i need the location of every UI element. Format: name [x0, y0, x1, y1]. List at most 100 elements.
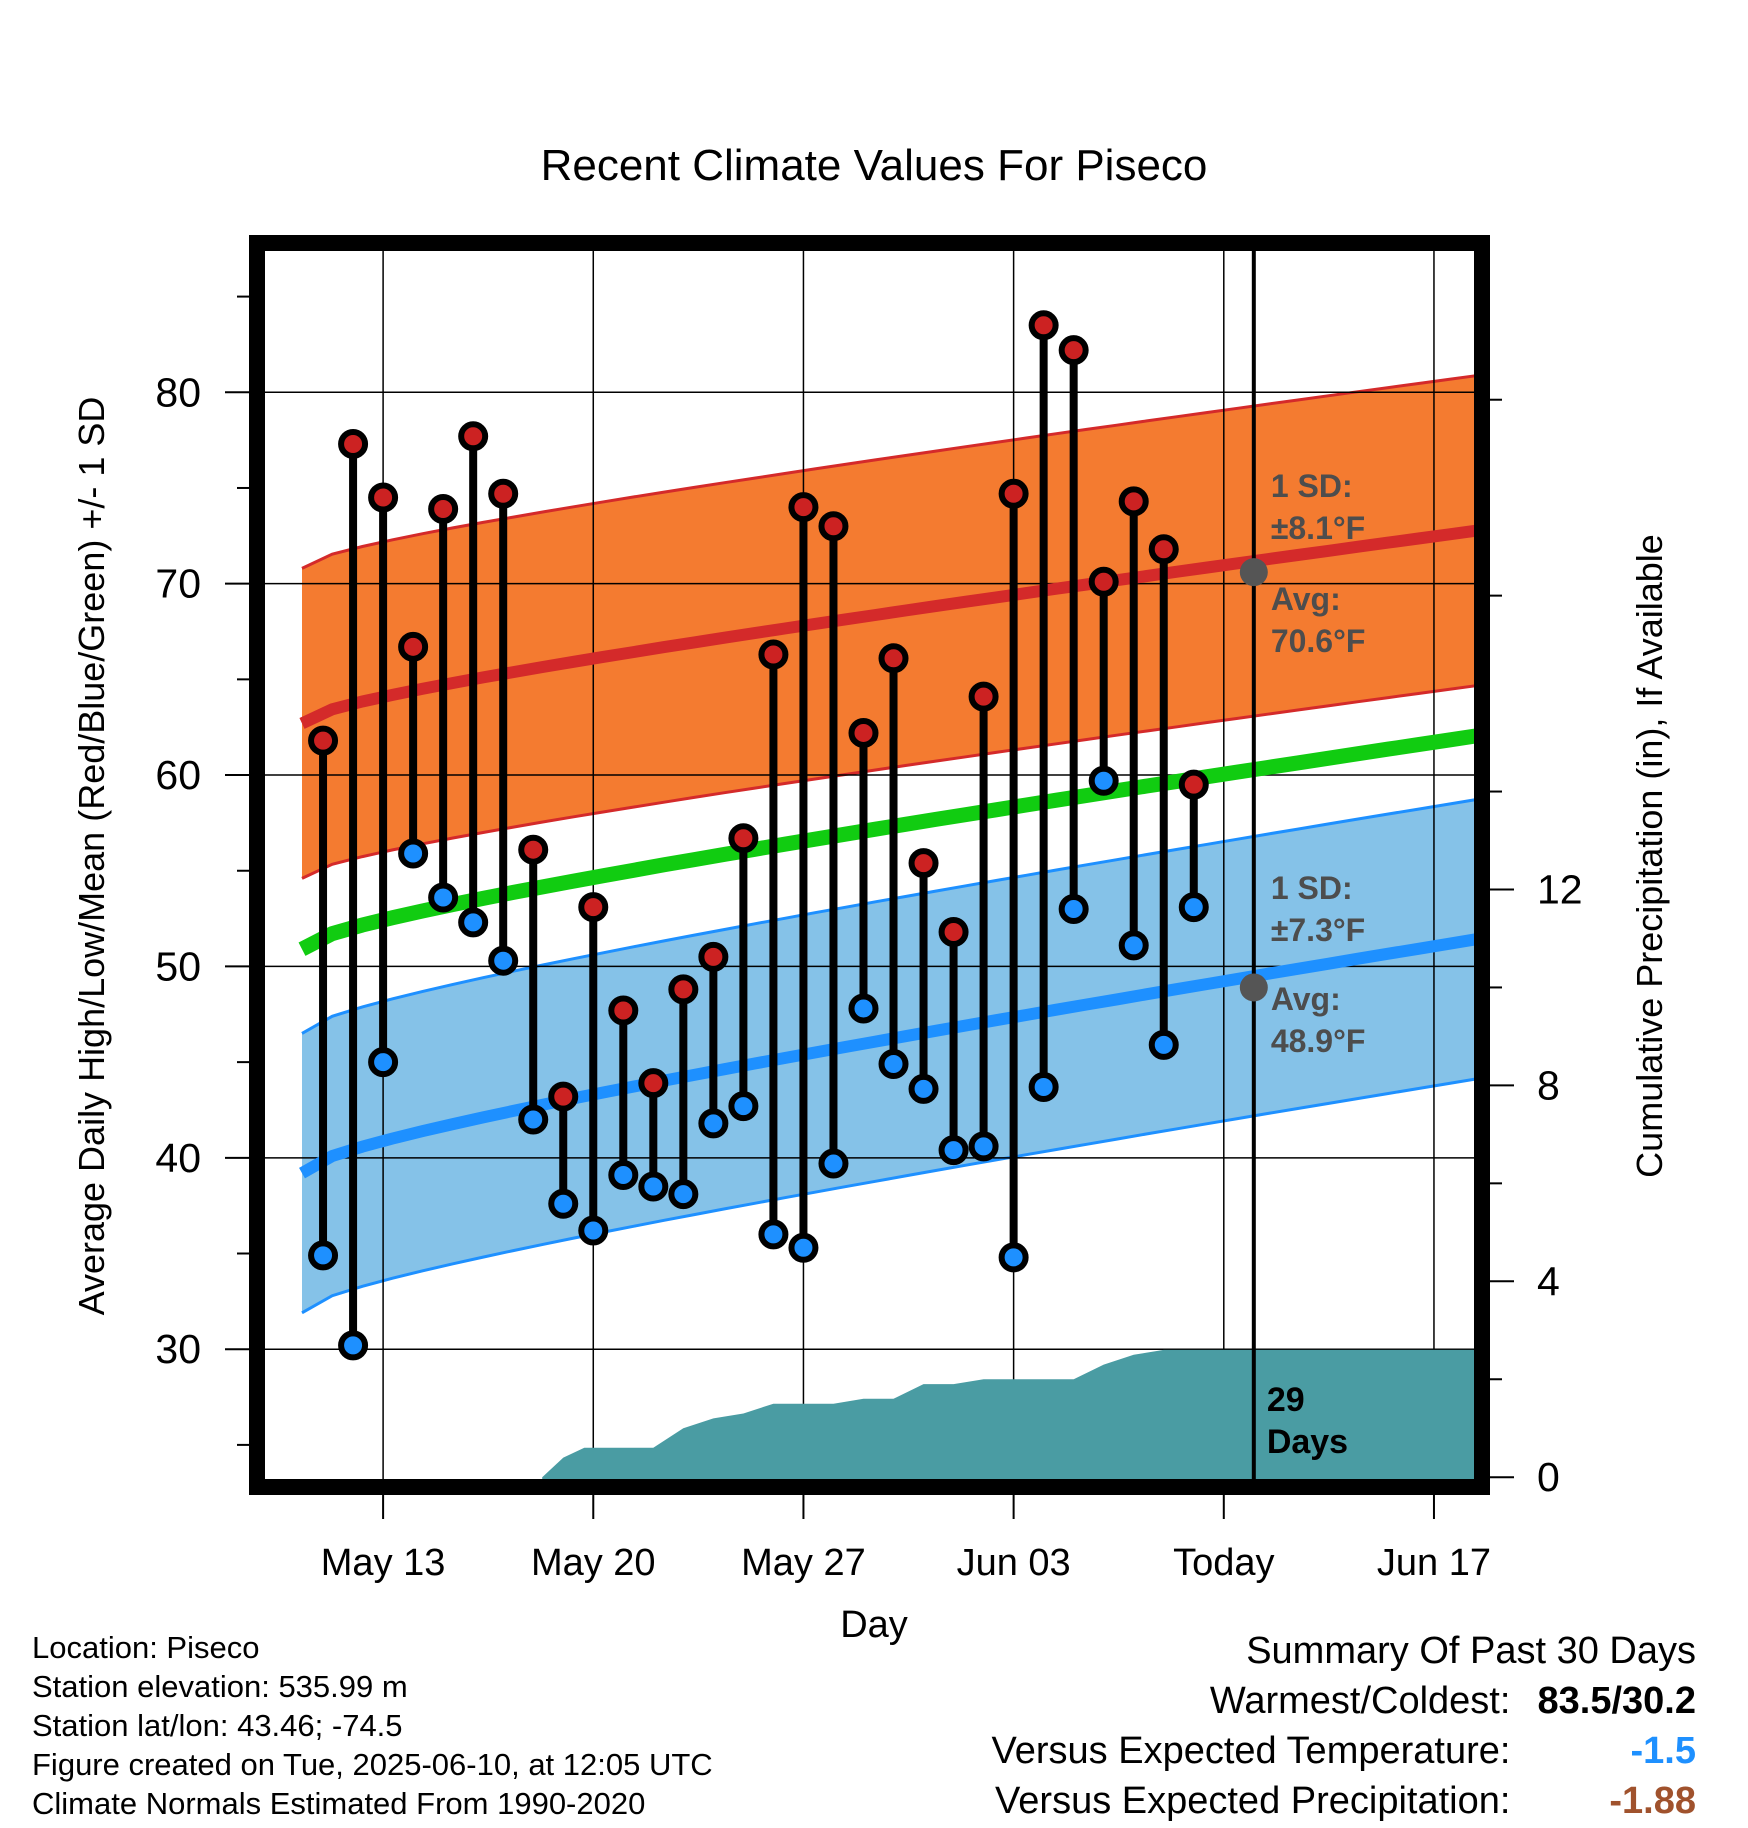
- daily-low-point: [1178, 892, 1209, 923]
- chart-title: Recent Climate Values For Piseco: [541, 141, 1208, 190]
- daily-low-point: [1118, 930, 1149, 961]
- plot-frame: [249, 235, 1490, 1495]
- precip-anomaly-value: -1.88: [1609, 1780, 1696, 1822]
- summary-temp-row: Versus Expected Temperature: -1.5: [992, 1726, 1696, 1776]
- daily-high-point: [1148, 534, 1179, 565]
- daily-low-point: [398, 838, 429, 869]
- today-avg-high-marker: [1239, 558, 1268, 587]
- daily-low-point: [488, 945, 519, 976]
- daily-low-point: [968, 1131, 999, 1162]
- daily-high-point: [698, 941, 729, 972]
- daily-low-point: [788, 1232, 819, 1263]
- daily-low-point: [758, 1219, 789, 1250]
- daily-low-point: [578, 1215, 609, 1246]
- daily-high-point: [488, 478, 519, 509]
- daily-high-point: [458, 421, 489, 452]
- y2-tick-label: 4: [1537, 1258, 1560, 1304]
- y-tick-label: 60: [155, 752, 201, 798]
- daily-low-point: [308, 1240, 339, 1271]
- y-tick-label: 80: [155, 369, 201, 415]
- warm-cold-label: Warmest/Coldest:: [1209, 1680, 1511, 1722]
- daily-low-point: [1058, 894, 1089, 925]
- y2-tick-label: 0: [1537, 1454, 1560, 1500]
- warm-cold-value: 83.5/30.2: [1537, 1680, 1696, 1722]
- daily-low-point: [938, 1135, 969, 1166]
- y2-tick-label: 12: [1537, 866, 1583, 912]
- precip-anomaly-label: Versus Expected Precipitation:: [995, 1780, 1511, 1822]
- daily-high-point: [998, 478, 1029, 509]
- normal-high-band: [302, 374, 1482, 879]
- daily-high-point: [938, 916, 969, 947]
- daily-high-point: [908, 848, 939, 879]
- daily-low-point: [668, 1179, 699, 1210]
- y-tick-label: 30: [155, 1326, 201, 1372]
- daily-high-point: [638, 1068, 669, 1099]
- x-tick-label: May 13: [321, 1542, 446, 1584]
- daily-high-point: [968, 681, 999, 712]
- daily-high-point: [758, 639, 789, 670]
- daily-high-point: [428, 494, 459, 525]
- daily-high-point: [1178, 769, 1209, 800]
- created-text: Figure created on Tue, 2025-06-10, at 12…: [32, 1747, 713, 1782]
- daily-high-point: [578, 892, 609, 923]
- daily-low-point: [728, 1091, 759, 1122]
- daily-high-point: [368, 482, 399, 513]
- summary-precip-row: Versus Expected Precipitation: -1.88: [992, 1776, 1696, 1826]
- normal-low-line: [299, 932, 1482, 1179]
- y2-axis-label: Cumulative Precipitation (in), If Availa…: [1629, 534, 1670, 1178]
- daily-low-point: [908, 1073, 939, 1104]
- plot-area: 1 SD: ±8.1°F Avg: 70.6°F 1 SD: ±7.3°F Avg: 48.9…: [155, 235, 1583, 1584]
- daily-low-point: [638, 1171, 669, 1202]
- daily-low-point: [1028, 1072, 1059, 1103]
- daily-high-point: [1088, 566, 1119, 597]
- daily-low-point: [368, 1047, 399, 1078]
- daily-low-point: [1088, 765, 1119, 796]
- daily-low-point: [878, 1049, 909, 1080]
- precip-days-label: Days: [1267, 1423, 1348, 1461]
- high-sd-label: 1 SD:: [1271, 468, 1353, 504]
- location-text: Location: Piseco: [32, 1630, 260, 1665]
- daily-high-point: [788, 492, 819, 523]
- precipitation-area: [542, 1349, 1479, 1487]
- daily-high-point: [1058, 335, 1089, 366]
- today-avg-low-marker: [1239, 973, 1268, 1002]
- x-axis-label: Day: [840, 1604, 908, 1646]
- daily-high-point: [668, 974, 699, 1005]
- x-tick-label: Jun 03: [957, 1542, 1071, 1584]
- x-tick-label: Today: [1173, 1542, 1274, 1584]
- normal-low-band-lower-edge: [301, 1076, 1482, 1315]
- y-tick-label: 50: [155, 943, 201, 989]
- daily-high-point: [818, 511, 849, 542]
- low-avg-label: Avg:: [1271, 981, 1341, 1017]
- high-avg-value: 70.6°F: [1271, 623, 1366, 659]
- latlon-text: Station lat/lon: 43.46; -74.5: [32, 1708, 403, 1743]
- summary-panel: Summary Of Past 30 Days Warmest/Coldest:…: [992, 1626, 1696, 1826]
- normals-text: Climate Normals Estimated From 1990-2020: [32, 1786, 646, 1821]
- precip-days-number: 29: [1267, 1381, 1305, 1419]
- daily-low-point: [338, 1330, 369, 1361]
- daily-low-point: [548, 1188, 579, 1219]
- x-tick-label: May 20: [531, 1542, 656, 1584]
- low-avg-value: 48.9°F: [1271, 1023, 1366, 1059]
- daily-high-point: [728, 823, 759, 854]
- y2-tick-label: 8: [1537, 1062, 1560, 1108]
- temp-anomaly-value: -1.5: [1630, 1730, 1696, 1772]
- low-sd-value: ±7.3°F: [1271, 912, 1365, 948]
- daily-high-point: [518, 834, 549, 865]
- high-sd-value: ±8.1°F: [1271, 510, 1365, 546]
- daily-low-point: [698, 1108, 729, 1139]
- daily-low-point: [818, 1148, 849, 1179]
- temp-anomaly-label: Versus Expected Temperature:: [991, 1730, 1511, 1772]
- high-avg-label: Avg:: [1271, 581, 1341, 617]
- x-tick-label: Jun 17: [1377, 1542, 1491, 1584]
- y-axis-label: Average Daily High/Low/Mean (Red/Blue/Gr…: [71, 397, 112, 1316]
- y-tick-label: 70: [155, 561, 201, 607]
- low-sd-label: 1 SD:: [1271, 870, 1353, 906]
- daily-low-point: [458, 907, 489, 938]
- summary-warm-cold-row: Warmest/Coldest: 83.5/30.2: [992, 1676, 1696, 1726]
- daily-high-point: [1118, 486, 1149, 517]
- daily-high-point: [338, 428, 369, 459]
- daily-high-point: [308, 725, 339, 756]
- daily-high-point: [608, 995, 639, 1026]
